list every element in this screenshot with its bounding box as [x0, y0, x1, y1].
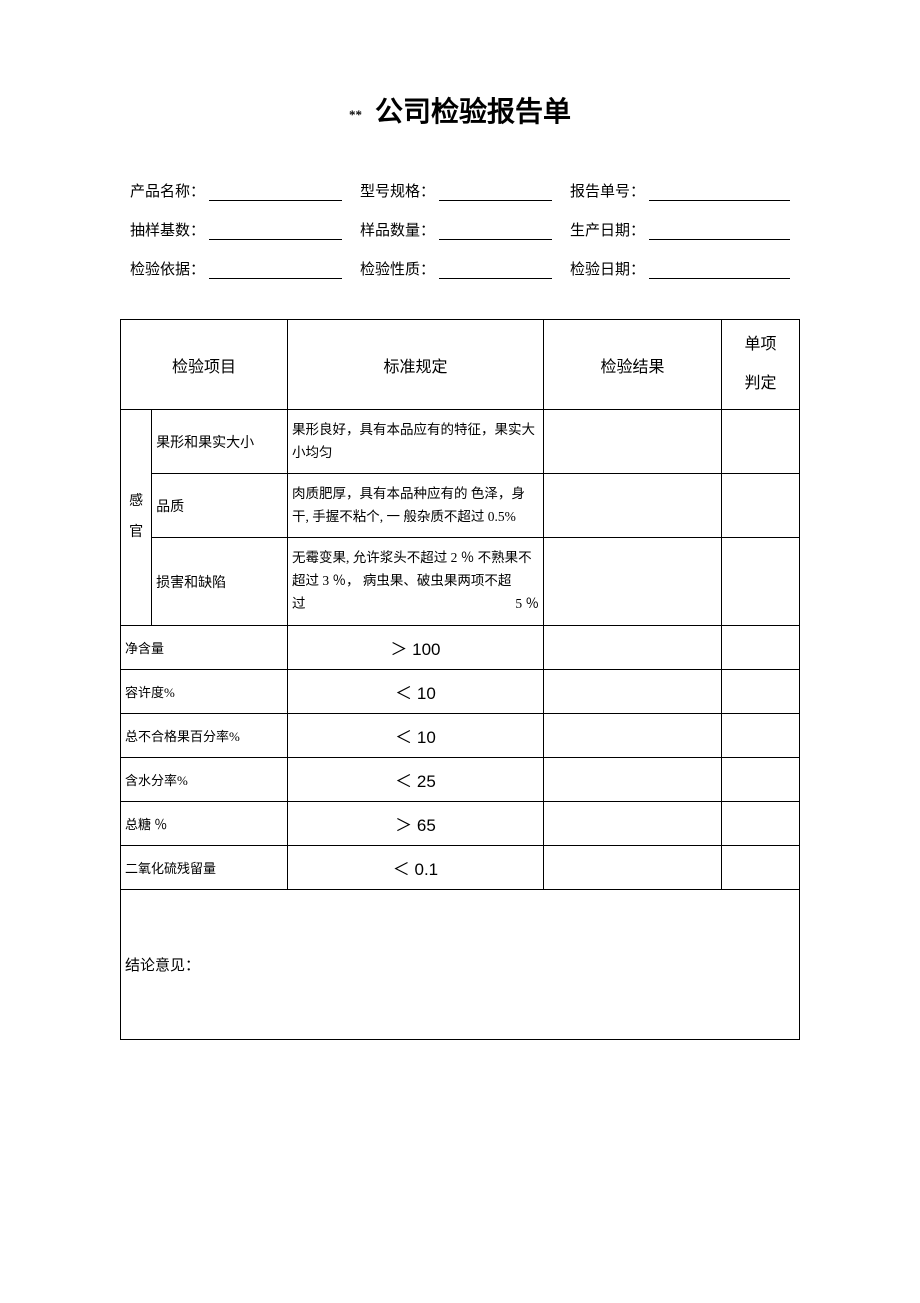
- std-defect: 无霉变果, 允许浆头不超过 2 ％ 不熟果不超过 3 ％， 病虫果、破虫果两项不…: [287, 538, 543, 626]
- row-defect: 损害和缺陷 无霉变果, 允许浆头不超过 2 ％ 不熟果不超过 3 ％， 病虫果、…: [121, 538, 800, 626]
- judgement-cell[interactable]: [722, 626, 800, 670]
- judgement-cell[interactable]: [722, 538, 800, 626]
- form-row-1: 产品名称： 型号规格： 报告单号：: [130, 180, 790, 201]
- input-line[interactable]: [209, 278, 342, 279]
- row-sugar: 总糖 ％ ＞ 65: [121, 802, 800, 846]
- row-quality: 品质 肉质肥厚，具有本品种应有的 色泽，身干, 手握不粘个, 一 般杂质不超过 …: [121, 474, 800, 538]
- result-cell[interactable]: [543, 538, 721, 626]
- row-unqualified-pct: 总不合格果百分率% ＜ 10: [121, 714, 800, 758]
- item-sugar: 总糖 ％: [121, 802, 288, 846]
- field-test-date: 检验日期：: [570, 258, 790, 279]
- std-defect-p2: 过 5 ％: [292, 593, 539, 616]
- result-cell[interactable]: [543, 410, 721, 474]
- label: 检验日期：: [570, 258, 645, 279]
- judgement-cell[interactable]: [722, 670, 800, 714]
- document-title: ** 公司检验报告单: [120, 90, 800, 130]
- judgement-cell[interactable]: [722, 714, 800, 758]
- sensory-group-label: 感 官: [121, 410, 152, 626]
- label: 产品名称：: [130, 180, 205, 201]
- input-line[interactable]: [649, 239, 790, 240]
- std-quality: 肉质肥厚，具有本品种应有的 色泽，身干, 手握不粘个, 一 般杂质不超过 0.5…: [287, 474, 543, 538]
- std-shape: 果形良好，具有本品应有的特征，果实大小均匀: [287, 410, 543, 474]
- field-model-spec: 型号规格：: [360, 180, 570, 201]
- label: 生产日期：: [570, 219, 645, 240]
- item-shape: 果形和果实大小: [152, 410, 288, 474]
- item-net-content: 净含量: [121, 626, 288, 670]
- result-cell[interactable]: [543, 758, 721, 802]
- std-so2: ＜ 0.1: [287, 846, 543, 890]
- field-sample-base: 抽样基数：: [130, 219, 360, 240]
- result-cell[interactable]: [543, 846, 721, 890]
- header-row: 检验项目 标准规定 检验结果 单项 判定: [121, 320, 800, 410]
- item-moisture: 含水分率%: [121, 758, 288, 802]
- std-unqualified-pct: ＜ 10: [287, 714, 543, 758]
- hdr-judgement-l1: 单项: [745, 336, 777, 353]
- input-line[interactable]: [439, 200, 552, 201]
- std-sugar: ＞ 65: [287, 802, 543, 846]
- label: 样品数量：: [360, 219, 435, 240]
- field-test-nature: 检验性质：: [360, 258, 570, 279]
- conclusion-label: 结论意见：: [125, 958, 200, 974]
- hdr-item: 检验项目: [121, 320, 288, 410]
- judgement-cell[interactable]: [722, 410, 800, 474]
- form-fields: 产品名称： 型号规格： 报告单号： 抽样基数： 样品数量： 生产日期：: [120, 180, 800, 279]
- hdr-result: 检验结果: [543, 320, 721, 410]
- input-line[interactable]: [439, 239, 552, 240]
- page: ** 公司检验报告单 产品名称： 型号规格： 报告单号： 抽样基数：: [0, 0, 920, 1100]
- std-defect-p2b: 5 ％: [515, 593, 539, 616]
- label: 检验依据：: [130, 258, 205, 279]
- input-line[interactable]: [209, 200, 342, 201]
- hdr-judgement-l2: 判定: [745, 375, 777, 392]
- result-cell[interactable]: [543, 802, 721, 846]
- row-net-content: 净含量 ＞ 100: [121, 626, 800, 670]
- std-net-content: ＞ 100: [287, 626, 543, 670]
- field-test-basis: 检验依据：: [130, 258, 360, 279]
- hdr-judgement: 单项 判定: [722, 320, 800, 410]
- result-cell[interactable]: [543, 670, 721, 714]
- row-conclusion: 结论意见：: [121, 890, 800, 1040]
- field-sample-qty: 样品数量：: [360, 219, 570, 240]
- field-report-no: 报告单号：: [570, 180, 790, 201]
- item-tolerance: 容许度%: [121, 670, 288, 714]
- input-line[interactable]: [209, 239, 342, 240]
- row-shape: 感 官 果形和果实大小 果形良好，具有本品应有的特征，果实大小均匀: [121, 410, 800, 474]
- result-cell[interactable]: [543, 714, 721, 758]
- field-product-name: 产品名称：: [130, 180, 360, 201]
- result-cell[interactable]: [543, 474, 721, 538]
- judgement-cell[interactable]: [722, 802, 800, 846]
- result-cell[interactable]: [543, 626, 721, 670]
- row-so2: 二氧化硫残留量 ＜ 0.1: [121, 846, 800, 890]
- item-defect: 损害和缺陷: [152, 538, 288, 626]
- row-tolerance: 容许度% ＜ 10: [121, 670, 800, 714]
- title-text: 公司检验报告单: [375, 97, 571, 128]
- field-prod-date: 生产日期：: [570, 219, 790, 240]
- input-line[interactable]: [439, 278, 552, 279]
- std-defect-p1: 无霉变果, 允许浆头不超过 2 ％ 不熟果不超过 3 ％， 病虫果、破虫果两项不…: [292, 550, 532, 588]
- judgement-cell[interactable]: [722, 474, 800, 538]
- row-moisture: 含水分率% ＜ 25: [121, 758, 800, 802]
- report-table: 检验项目 标准规定 检验结果 单项 判定 感 官 果形和果实大小 果形良好，具有…: [120, 319, 800, 1040]
- input-line[interactable]: [649, 200, 790, 201]
- form-row-3: 检验依据： 检验性质： 检验日期：: [130, 258, 790, 279]
- judgement-cell[interactable]: [722, 846, 800, 890]
- std-moisture: ＜ 25: [287, 758, 543, 802]
- std-defect-p2a: 过: [292, 593, 306, 616]
- conclusion-cell[interactable]: 结论意见：: [121, 890, 800, 1040]
- form-row-2: 抽样基数： 样品数量： 生产日期：: [130, 219, 790, 240]
- label: 报告单号：: [570, 180, 645, 201]
- std-tolerance: ＜ 10: [287, 670, 543, 714]
- label: 型号规格：: [360, 180, 435, 201]
- input-line[interactable]: [649, 278, 790, 279]
- hdr-standard: 标准规定: [287, 320, 543, 410]
- item-so2: 二氧化硫残留量: [121, 846, 288, 890]
- title-prefix: **: [349, 107, 362, 122]
- label: 抽样基数：: [130, 219, 205, 240]
- item-quality: 品质: [152, 474, 288, 538]
- item-unqualified-pct: 总不合格果百分率%: [121, 714, 288, 758]
- label: 检验性质：: [360, 258, 435, 279]
- judgement-cell[interactable]: [722, 758, 800, 802]
